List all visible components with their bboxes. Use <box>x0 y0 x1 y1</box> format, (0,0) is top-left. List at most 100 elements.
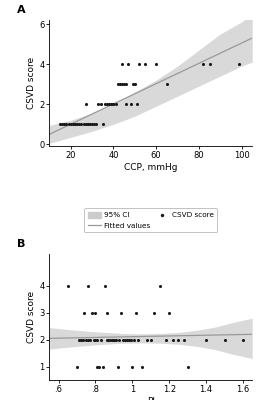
Point <box>77 121 81 128</box>
Point <box>143 61 147 67</box>
Point <box>114 336 118 343</box>
Point <box>201 61 205 67</box>
Point <box>107 101 111 108</box>
Point <box>75 121 79 128</box>
Point <box>93 336 98 343</box>
Point <box>122 81 126 87</box>
Point <box>119 310 124 316</box>
Point <box>95 336 99 343</box>
Point <box>90 310 94 316</box>
Point <box>73 121 77 128</box>
Point <box>93 310 98 316</box>
Point <box>134 310 138 316</box>
Point <box>133 81 137 87</box>
Point <box>152 310 157 316</box>
Point <box>123 336 127 343</box>
Point <box>81 336 85 343</box>
Point <box>116 81 120 87</box>
Point <box>96 101 101 108</box>
Point <box>140 363 144 370</box>
Point <box>110 336 114 343</box>
Point <box>112 336 116 343</box>
Point <box>109 101 113 108</box>
Point <box>124 81 128 87</box>
Point <box>84 336 88 343</box>
Point <box>108 336 112 343</box>
Point <box>86 336 90 343</box>
Point <box>105 336 109 343</box>
Point <box>124 101 128 108</box>
Point <box>103 101 107 108</box>
Point <box>95 363 99 370</box>
Point <box>135 101 139 108</box>
Point <box>130 363 134 370</box>
Point <box>62 121 66 128</box>
Point <box>73 121 77 128</box>
Point <box>223 336 227 343</box>
Point <box>81 121 86 128</box>
Point <box>99 336 103 343</box>
Point <box>136 336 140 343</box>
Point <box>121 336 125 343</box>
Point <box>66 283 70 289</box>
Point <box>79 336 83 343</box>
Point <box>79 121 83 128</box>
Legend: 95% CI, Fitted values, CSVD score: 95% CI, Fitted values, CSVD score <box>84 208 217 232</box>
Point <box>125 336 129 343</box>
Point <box>67 121 71 128</box>
Point <box>158 283 162 289</box>
Point <box>145 336 149 343</box>
Point <box>154 61 158 67</box>
Point <box>92 336 96 343</box>
Point <box>94 121 99 128</box>
Point <box>88 336 92 343</box>
Point <box>64 121 69 128</box>
Point <box>88 121 92 128</box>
Point <box>126 61 131 67</box>
Text: A: A <box>17 5 25 15</box>
Point <box>204 336 208 343</box>
Point <box>131 81 135 87</box>
Point <box>111 101 115 108</box>
Y-axis label: CSVD score: CSVD score <box>27 57 36 109</box>
Point <box>237 61 242 67</box>
Point <box>84 121 88 128</box>
Point <box>114 101 118 108</box>
Point <box>117 336 121 343</box>
Point <box>115 363 120 370</box>
Point <box>182 336 186 343</box>
Point <box>71 121 75 128</box>
Point <box>92 121 96 128</box>
X-axis label: CCP, mmHg: CCP, mmHg <box>124 163 178 172</box>
Point <box>97 363 101 370</box>
Point <box>127 336 131 343</box>
Point <box>149 336 153 343</box>
Point <box>86 121 90 128</box>
Point <box>77 336 81 343</box>
Point <box>69 121 73 128</box>
Point <box>128 336 133 343</box>
Point <box>105 101 109 108</box>
Point <box>101 121 105 128</box>
Point <box>99 101 103 108</box>
Point <box>164 336 168 343</box>
Text: B: B <box>17 239 25 249</box>
Point <box>207 61 212 67</box>
Point <box>82 310 87 316</box>
Point <box>101 363 105 370</box>
Y-axis label: CSVD score: CSVD score <box>27 291 36 343</box>
Point <box>186 363 190 370</box>
Point <box>86 121 90 128</box>
Point <box>111 101 115 108</box>
Point <box>105 310 109 316</box>
Point <box>120 61 124 67</box>
Point <box>86 283 90 289</box>
X-axis label: PI: PI <box>147 397 155 400</box>
Point <box>137 61 141 67</box>
Point <box>112 336 116 343</box>
Point <box>84 101 88 108</box>
Point <box>118 81 122 87</box>
Point <box>132 336 136 343</box>
Point <box>103 283 107 289</box>
Point <box>60 121 64 128</box>
